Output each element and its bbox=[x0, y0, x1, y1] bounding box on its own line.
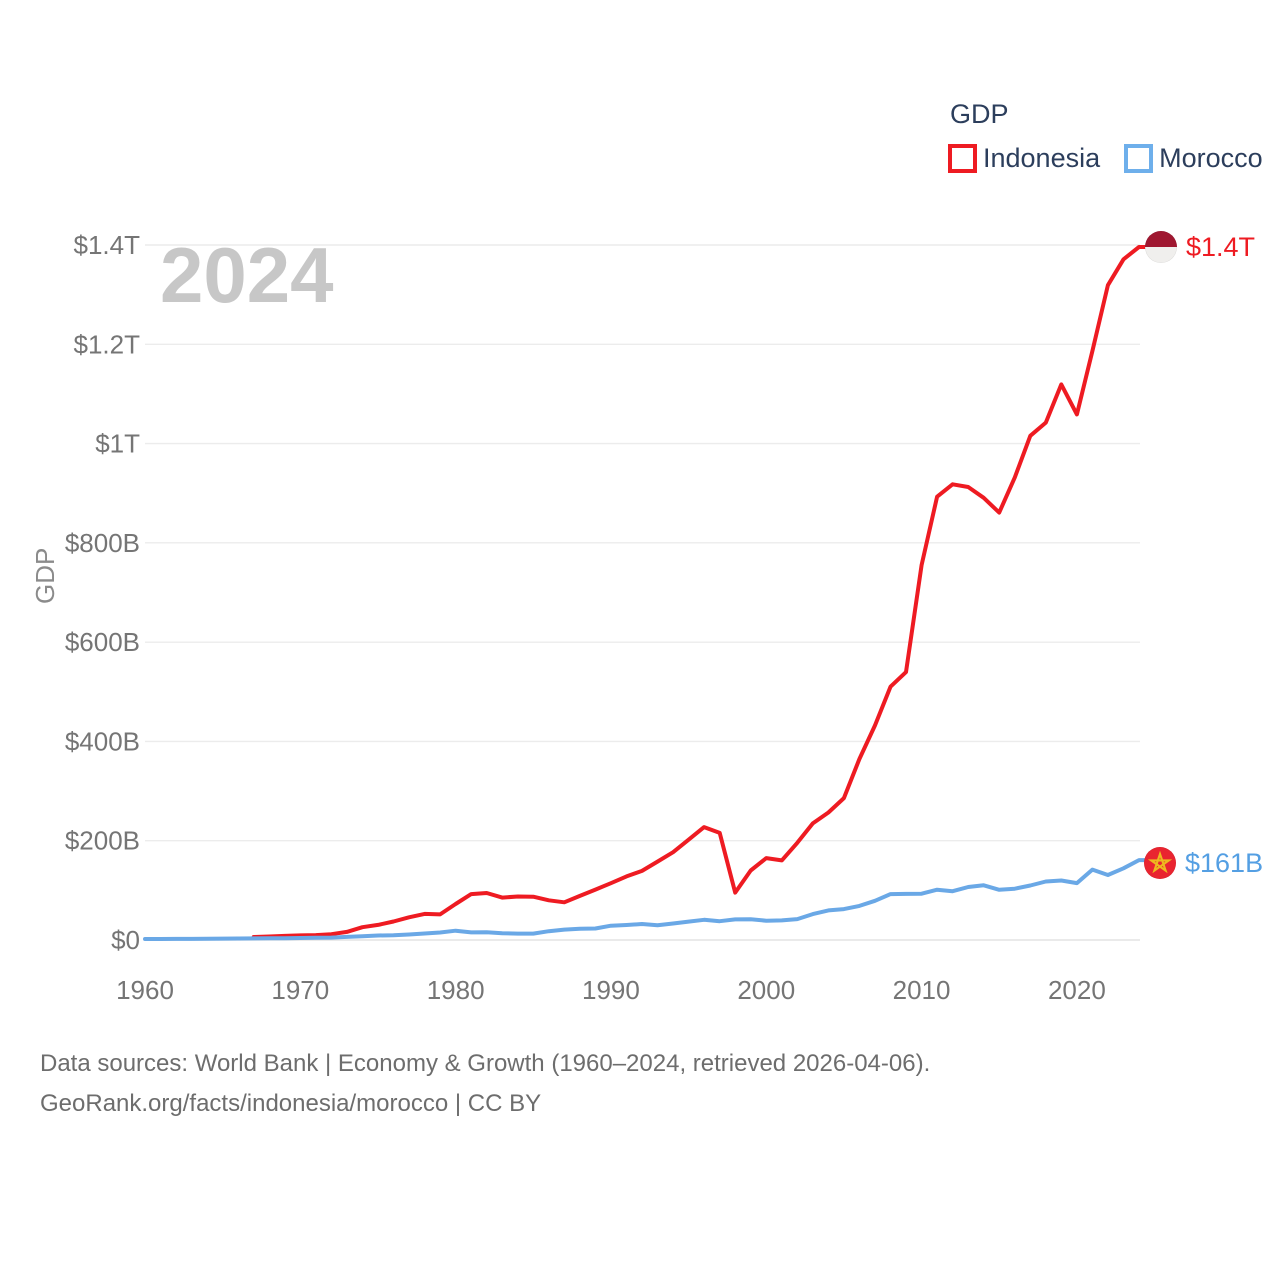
morocco-end-value: $161B bbox=[1185, 847, 1264, 878]
legend-item-morocco[interactable]: Morocco bbox=[1124, 143, 1263, 174]
indonesia-flag-icon bbox=[1145, 231, 1177, 263]
x-tick-label: 2000 bbox=[737, 975, 795, 1005]
morocco-line bbox=[143, 858, 1152, 941]
y-tick-label: $1T bbox=[95, 429, 140, 459]
legend-items: Indonesia Morocco bbox=[948, 143, 1263, 174]
x-tick-label: 2020 bbox=[1048, 975, 1106, 1005]
gdp-line-chart: 2024 $0 $200B $400B $600B $800B $1T $1.2T $1.4T 1… bbox=[65, 230, 1152, 1005]
source-url-line: GeoRank.org/facts/indonesia/morocco | CC… bbox=[40, 1090, 542, 1117]
legend-item-indonesia[interactable]: Indonesia bbox=[948, 143, 1100, 174]
morocco-flag-icon bbox=[1144, 847, 1176, 879]
chart-legend: GDP Indonesia Morocco bbox=[948, 99, 1263, 174]
x-tick-label: 2010 bbox=[893, 975, 951, 1005]
pentagram-star-icon bbox=[1148, 851, 1172, 874]
morocco-end-label: $161B bbox=[1144, 847, 1263, 879]
x-tick-label: 1960 bbox=[116, 975, 174, 1005]
y-tick-label: $1.4T bbox=[74, 230, 141, 260]
morocco-swatch-icon bbox=[1124, 144, 1154, 173]
y-tick-label: $1.2T bbox=[74, 329, 141, 359]
x-tick-label: 1970 bbox=[271, 975, 329, 1005]
legend-title: GDP bbox=[950, 99, 1009, 129]
y-tick-label: $800B bbox=[65, 528, 140, 558]
indonesia-end-label: $1.4T bbox=[1145, 231, 1255, 263]
indonesia-end-value: $1.4T bbox=[1186, 231, 1256, 262]
legend-item-label: Morocco bbox=[1159, 143, 1263, 173]
y-axis-title: GDP bbox=[30, 547, 60, 604]
source-attribution: Data sources: World Bank | Economy & Gro… bbox=[40, 1044, 930, 1124]
x-tick-label: 1990 bbox=[582, 975, 640, 1005]
y-tick-label: $400B bbox=[65, 726, 140, 756]
data-sources-line: Data sources: World Bank | Economy & Gro… bbox=[40, 1050, 931, 1077]
watermark-year: 2024 bbox=[160, 231, 334, 319]
indonesia-line bbox=[251, 245, 1152, 939]
indonesia-swatch-icon bbox=[948, 144, 977, 173]
x-tick-label: 1980 bbox=[427, 975, 485, 1005]
y-tick-label: $600B bbox=[65, 627, 140, 657]
y-tick-label: $200B bbox=[65, 826, 140, 856]
y-tick-label: $0 bbox=[111, 925, 140, 955]
legend-item-label: Indonesia bbox=[983, 143, 1101, 173]
